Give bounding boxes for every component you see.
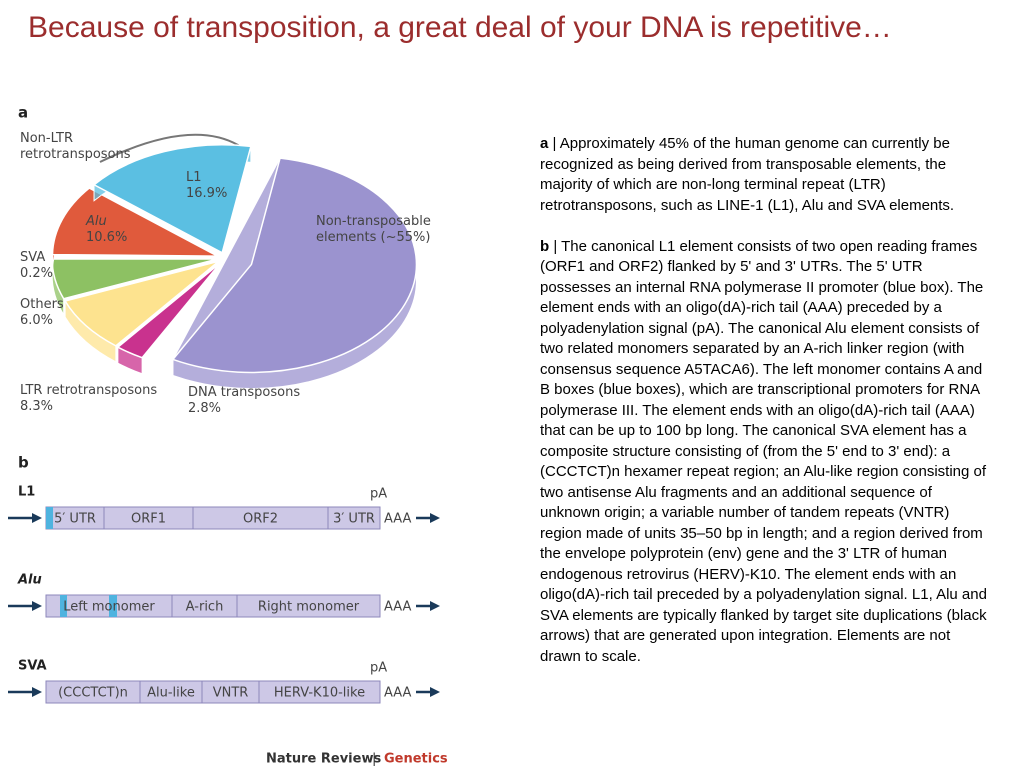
arrow-head (430, 601, 440, 611)
slice-label: SVA (20, 250, 46, 265)
element-name: Alu (17, 573, 42, 588)
segment-label: 3′ UTR (333, 512, 375, 527)
panel-label: a (18, 104, 28, 122)
pie-slice (116, 262, 222, 359)
segment-label: 5′ UTR (54, 512, 96, 527)
slice-label: L1 (186, 170, 202, 185)
arrow-head (32, 687, 42, 697)
pie-slice (51, 187, 218, 257)
poly-a-tail: AAA (384, 600, 412, 615)
slice-value: 16.9% (186, 186, 228, 201)
pie-slice (171, 157, 418, 374)
slice-value: 6.0% (20, 313, 54, 328)
caption-marker: b (540, 237, 550, 255)
arrow-head (430, 687, 440, 697)
slice-value: 10.6% (86, 230, 128, 245)
element-body (45, 506, 381, 530)
segment-label: Right monomer (258, 600, 360, 615)
slice-value: 2.8% (188, 401, 222, 416)
group-label: Non-LTR retrotransposons (20, 131, 131, 162)
slice-label: DNA transposons (188, 385, 301, 400)
caption-paragraph: a | Approximately 45% of the human genom… (540, 134, 992, 216)
slice-value: 0.2% (20, 266, 54, 281)
promoter-box (60, 595, 67, 617)
arrow-head (430, 513, 440, 523)
element-body (45, 680, 381, 704)
segment-label: (CCCTCT)n (58, 686, 128, 701)
element-body (45, 594, 381, 618)
element-name: L1 (18, 485, 35, 500)
caption-text: | Approximately 45% of the human genome … (540, 135, 955, 214)
segment-label: Alu-like (147, 686, 195, 701)
slice-label: Others (20, 297, 64, 312)
promoter-box (109, 595, 117, 617)
element-name: SVA (18, 659, 47, 674)
pie-slice (51, 255, 218, 259)
segment-label: ORF2 (243, 512, 278, 527)
segment-label: Left monomer (63, 600, 155, 615)
caption: a | Approximately 45% of the human genom… (540, 134, 992, 688)
segment-label: ORF1 (131, 512, 166, 527)
poly-a-tail: AAA (384, 686, 412, 701)
pa-signal: pA (370, 661, 387, 676)
footer-journal: Nature Reviews (266, 752, 381, 767)
caption-text: | The canonical L1 element consists of t… (540, 237, 987, 665)
footer-section: Genetics (384, 752, 448, 767)
slice-label: Non-transposable elements (~55%) (316, 214, 431, 245)
slice-label: LTR retrotransposons (20, 383, 158, 398)
poly-a-tail: AAA (384, 512, 412, 527)
segment-label: HERV-K10-like (274, 686, 365, 701)
pie-slice (63, 260, 220, 347)
pie-slice-side (117, 346, 143, 375)
segment-label: A-rich (186, 600, 224, 615)
pa-signal: pA (370, 487, 387, 502)
footer-separator: | (372, 752, 376, 767)
pie-slice (92, 144, 252, 254)
promoter-box (46, 507, 53, 529)
slice-label: Alu (86, 214, 107, 229)
group-bracket (99, 133, 241, 176)
slice-value: 8.3% (20, 399, 54, 414)
panel-label: b (18, 454, 29, 472)
caption-marker: a (540, 135, 549, 152)
caption-paragraph: b | The canonical L1 element consists of… (540, 237, 992, 668)
segment-label: VNTR (213, 686, 249, 701)
arrow-head (32, 601, 42, 611)
arrow-head (32, 513, 42, 523)
slide-title: Because of transposition, a great deal o… (28, 11, 892, 44)
